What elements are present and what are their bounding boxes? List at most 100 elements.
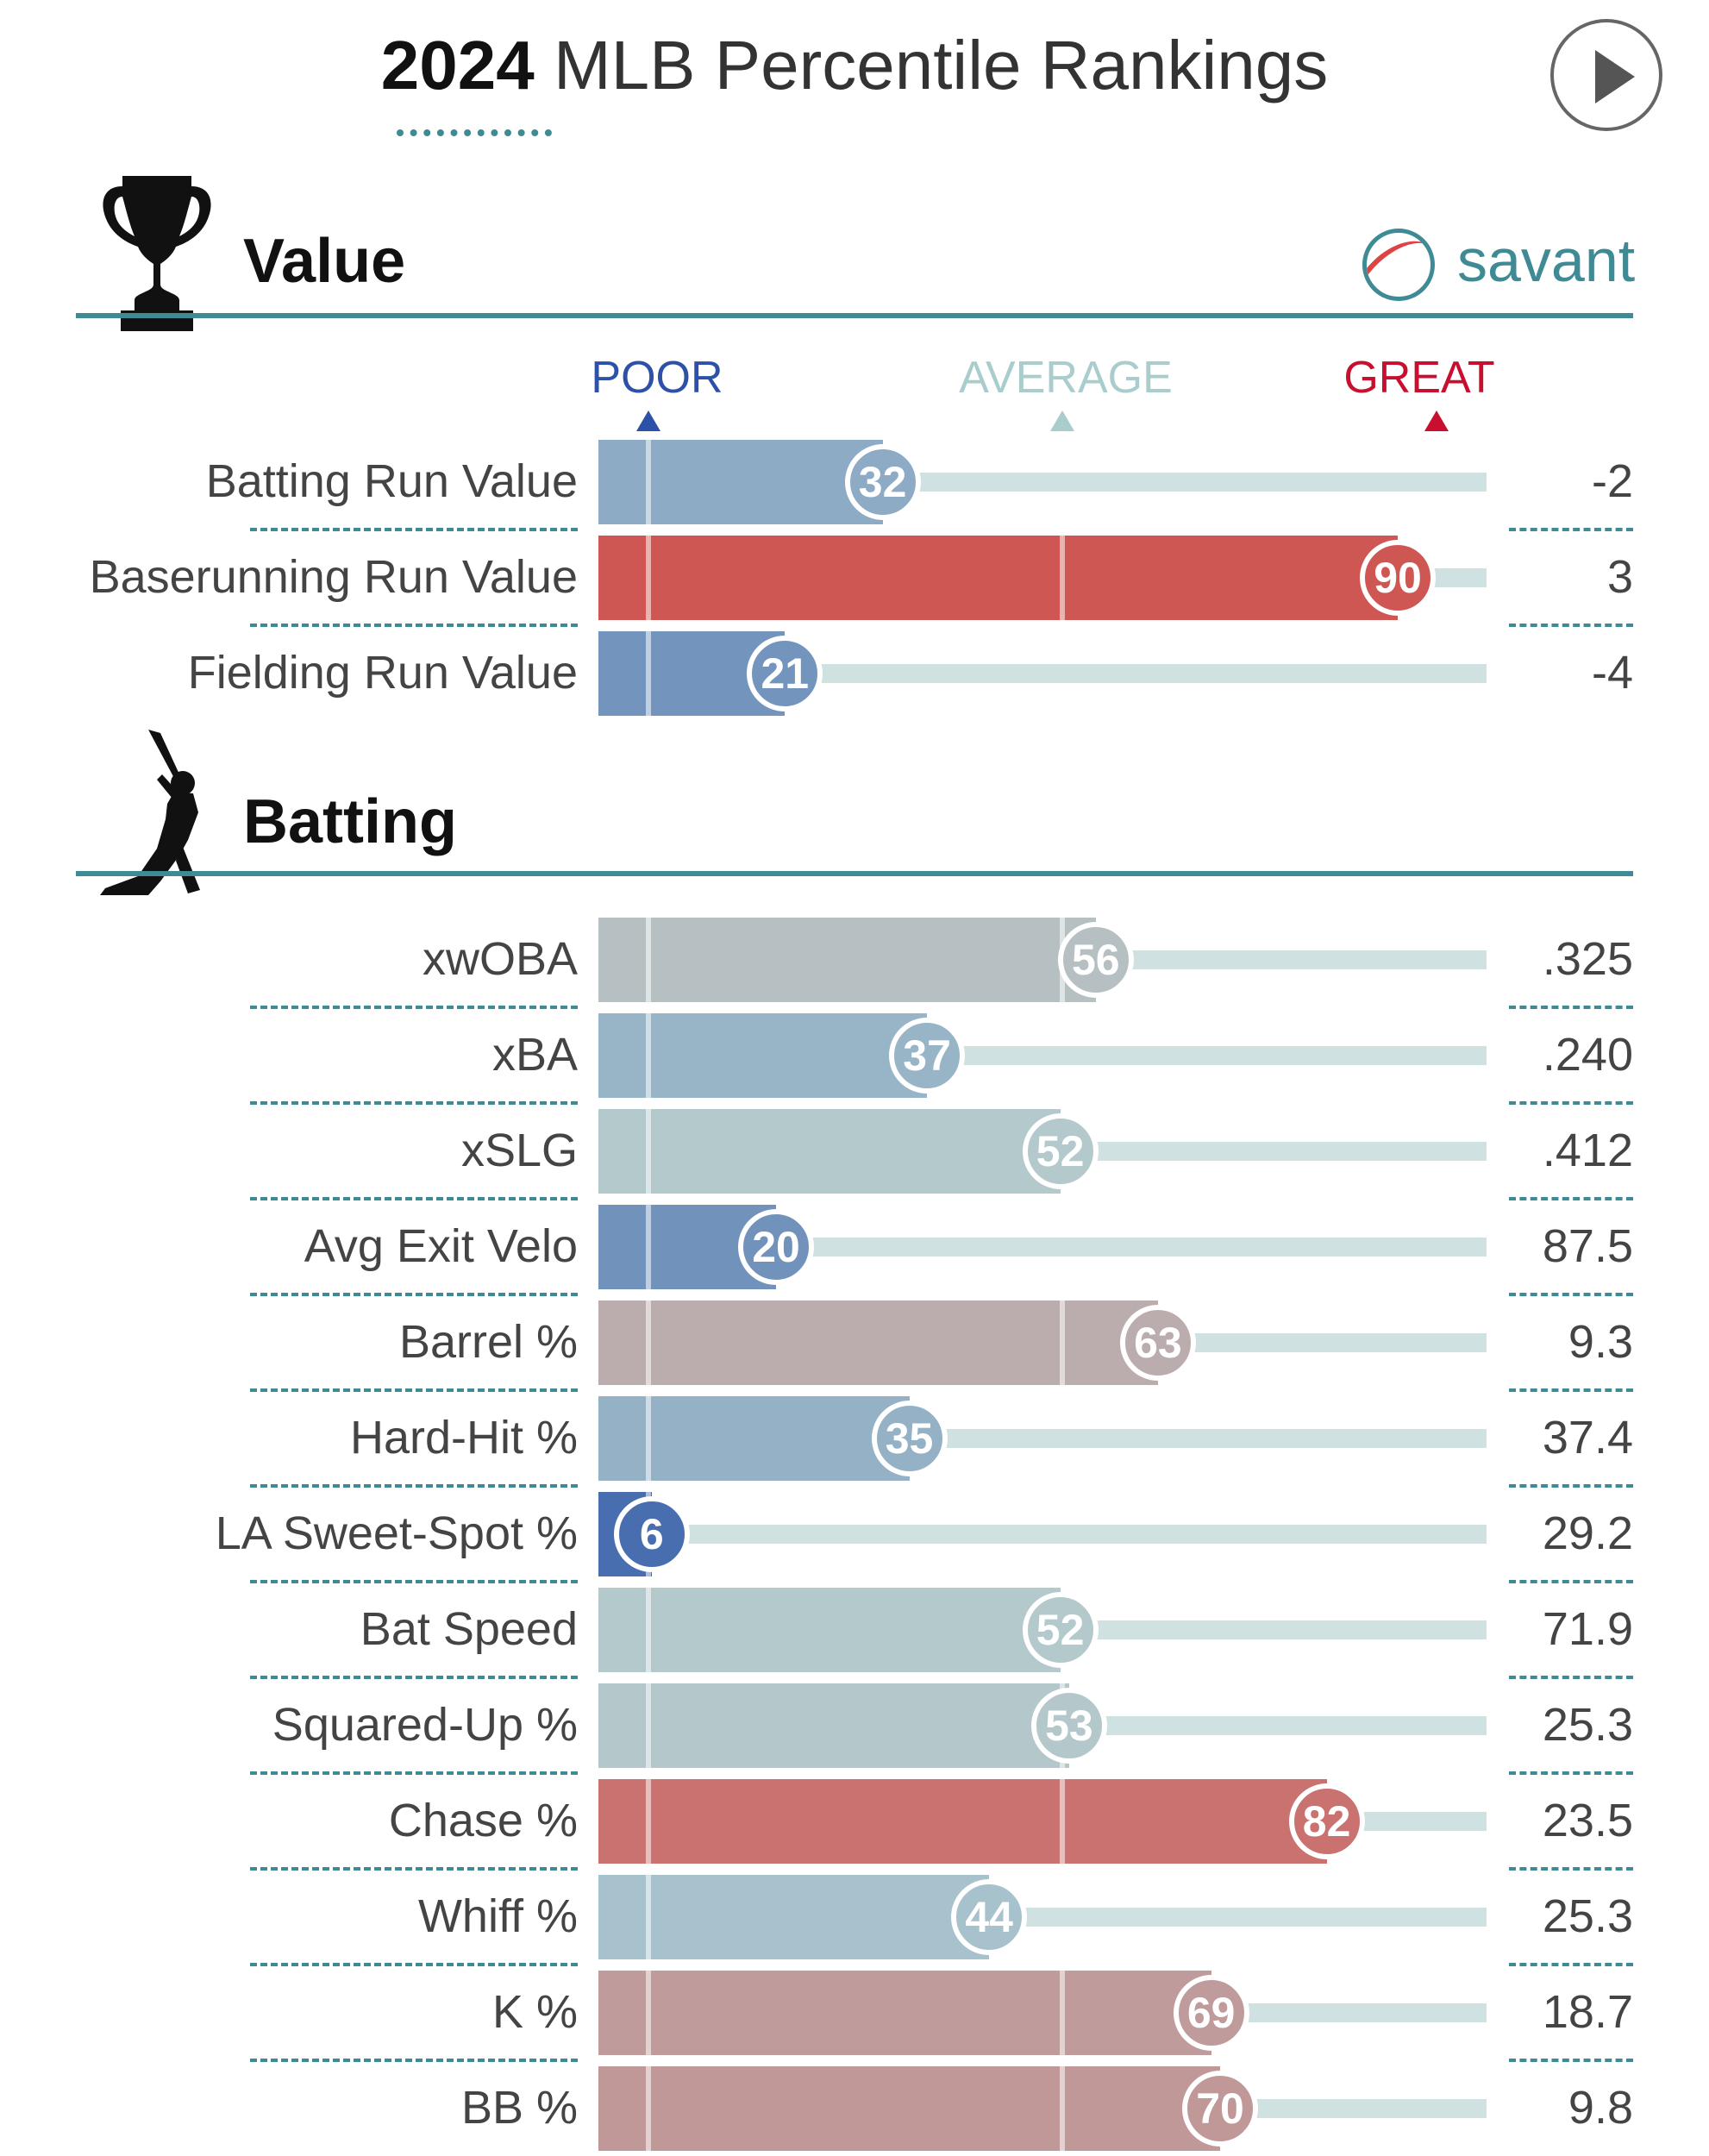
- gridline: [646, 918, 651, 1002]
- percentile-bubble-avg-exit-velo[interactable]: 20: [738, 1209, 814, 1285]
- percentile-bubble-fielding-run-value[interactable]: 21: [747, 636, 823, 711]
- percentile-bubble-xslg[interactable]: 52: [1022, 1113, 1099, 1189]
- percentile-bubble-hard-hit[interactable]: 35: [871, 1401, 948, 1476]
- metric-label-bb: BB %: [460, 2082, 578, 2134]
- gridline: [646, 1971, 651, 2055]
- stat-value-k: 18.7: [1542, 1986, 1633, 2038]
- row-separator: [250, 1963, 578, 1966]
- stat-value-barrel: 9.3: [1568, 1316, 1633, 1368]
- row-separator: [250, 1006, 578, 1009]
- percentile-bubble-xwoba[interactable]: 56: [1057, 922, 1134, 998]
- gridline: [646, 1109, 651, 1194]
- metric-label-baserunning-run-value: Baserunning Run Value: [89, 551, 578, 603]
- percentile-bubble-xba[interactable]: 37: [889, 1018, 966, 1094]
- row-separator: [1509, 1293, 1633, 1296]
- gridline: [1060, 1779, 1065, 1864]
- metric-label-xwoba: xwOBA: [422, 933, 578, 985]
- bar-squared-up[interactable]: [598, 1683, 1069, 1768]
- row-separator: [250, 1101, 578, 1105]
- savant-logo[interactable]: savant: [1457, 227, 1636, 294]
- row-separator: [1509, 1676, 1633, 1679]
- stat-value-hard-hit: 37.4: [1542, 1412, 1633, 1463]
- stat-value-la-sweet-spot: 29.2: [1542, 1507, 1633, 1559]
- metric-label-la-sweet-spot: LA Sweet-Spot %: [215, 1507, 578, 1559]
- metric-label-bat-speed: Bat Speed: [360, 1603, 578, 1655]
- row-separator: [1509, 1484, 1633, 1488]
- metric-label-whiff: Whiff %: [417, 1890, 578, 1942]
- percentile-bubble-k[interactable]: 69: [1173, 1975, 1249, 2051]
- stat-value-avg-exit-velo: 87.5: [1542, 1220, 1633, 1272]
- play-icon[interactable]: [1550, 19, 1662, 131]
- metric-label-avg-exit-velo: Avg Exit Velo: [304, 1220, 578, 1272]
- gridline: [646, 536, 651, 620]
- gridline: [646, 1396, 651, 1481]
- year-dropdown-underline: [397, 129, 552, 136]
- row-separator: [1509, 2059, 1633, 2062]
- percentile-bubble-squared-up[interactable]: 53: [1030, 1688, 1107, 1764]
- bar-xba[interactable]: [598, 1013, 928, 1098]
- track-la-sweet-spot: [598, 1525, 1487, 1544]
- percentile-bubble-chase[interactable]: 82: [1288, 1783, 1365, 1859]
- bar-k[interactable]: [598, 1971, 1211, 2055]
- scale-poor-label: POOR: [591, 353, 723, 403]
- stat-value-fielding-run-value: -4: [1591, 647, 1633, 699]
- stat-value-bat-speed: 71.9: [1542, 1603, 1633, 1655]
- gridline: [1060, 536, 1065, 620]
- batter-icon: [100, 730, 200, 895]
- bar-barrel[interactable]: [598, 1300, 1158, 1385]
- bar-chase[interactable]: [598, 1779, 1327, 1864]
- gridline: [646, 440, 651, 524]
- percentile-bubble-bb[interactable]: 70: [1182, 2071, 1258, 2147]
- gridline: [646, 1300, 651, 1385]
- metric-label-barrel: Barrel %: [398, 1316, 578, 1368]
- gridline: [646, 1779, 651, 1864]
- section-title-value: Value: [243, 227, 406, 296]
- stat-value-batting-run-value: -2: [1591, 455, 1633, 507]
- stat-value-whiff: 25.3: [1542, 1890, 1633, 1942]
- percentile-bubble-barrel[interactable]: 63: [1119, 1305, 1196, 1381]
- percentile-bubble-bat-speed[interactable]: 52: [1022, 1592, 1099, 1668]
- percentile-bubble-batting-run-value[interactable]: 32: [844, 444, 921, 520]
- section-title-batting: Batting: [243, 787, 457, 856]
- metric-label-squared-up: Squared-Up %: [272, 1699, 578, 1751]
- bar-xslg[interactable]: [598, 1109, 1061, 1194]
- gridline: [646, 1588, 651, 1672]
- scale-average-label: AVERAGE: [959, 353, 1173, 403]
- bar-bat-speed[interactable]: [598, 1588, 1061, 1672]
- poor-caret-icon: [636, 411, 660, 431]
- row-separator: [1509, 1388, 1633, 1392]
- stat-value-squared-up: 25.3: [1542, 1699, 1633, 1751]
- section-divider-value: [76, 313, 1633, 318]
- metric-label-chase: Chase %: [388, 1795, 578, 1846]
- bar-baserunning-run-value[interactable]: [598, 536, 1398, 620]
- section-divider-batting: [76, 871, 1633, 876]
- stat-value-baserunning-run-value: 3: [1606, 551, 1633, 603]
- row-separator: [1509, 1101, 1633, 1105]
- bar-xwoba[interactable]: [598, 918, 1096, 1002]
- bar-batting-run-value[interactable]: [598, 440, 883, 524]
- scale-great-label: GREAT: [1343, 353, 1495, 403]
- bar-whiff[interactable]: [598, 1875, 990, 1959]
- metric-label-batting-run-value: Batting Run Value: [205, 455, 578, 507]
- row-separator: [1509, 1580, 1633, 1583]
- metric-label-xslg: xSLG: [460, 1125, 578, 1176]
- row-separator: [250, 1197, 578, 1200]
- row-separator: [250, 1580, 578, 1583]
- percentile-bubble-la-sweet-spot[interactable]: 6: [613, 1496, 690, 1572]
- row-separator: [1509, 528, 1633, 531]
- row-separator: [250, 2059, 578, 2062]
- gridline: [1060, 1971, 1065, 2055]
- row-separator: [250, 1293, 578, 1296]
- percentile-bubble-baserunning-run-value[interactable]: 90: [1360, 540, 1436, 616]
- gridline: [1060, 1300, 1065, 1385]
- gridline: [646, 1013, 651, 1098]
- percentile-bubble-whiff[interactable]: 44: [951, 1879, 1028, 1955]
- row-separator: [1509, 1197, 1633, 1200]
- row-separator: [1509, 1963, 1633, 1966]
- gridline: [1060, 2066, 1065, 2151]
- bar-bb[interactable]: [598, 2066, 1220, 2151]
- row-separator: [1509, 624, 1633, 627]
- title-text: MLB Percentile Rankings: [554, 27, 1329, 103]
- title-year[interactable]: 2024: [380, 27, 535, 103]
- gridline: [646, 1205, 651, 1289]
